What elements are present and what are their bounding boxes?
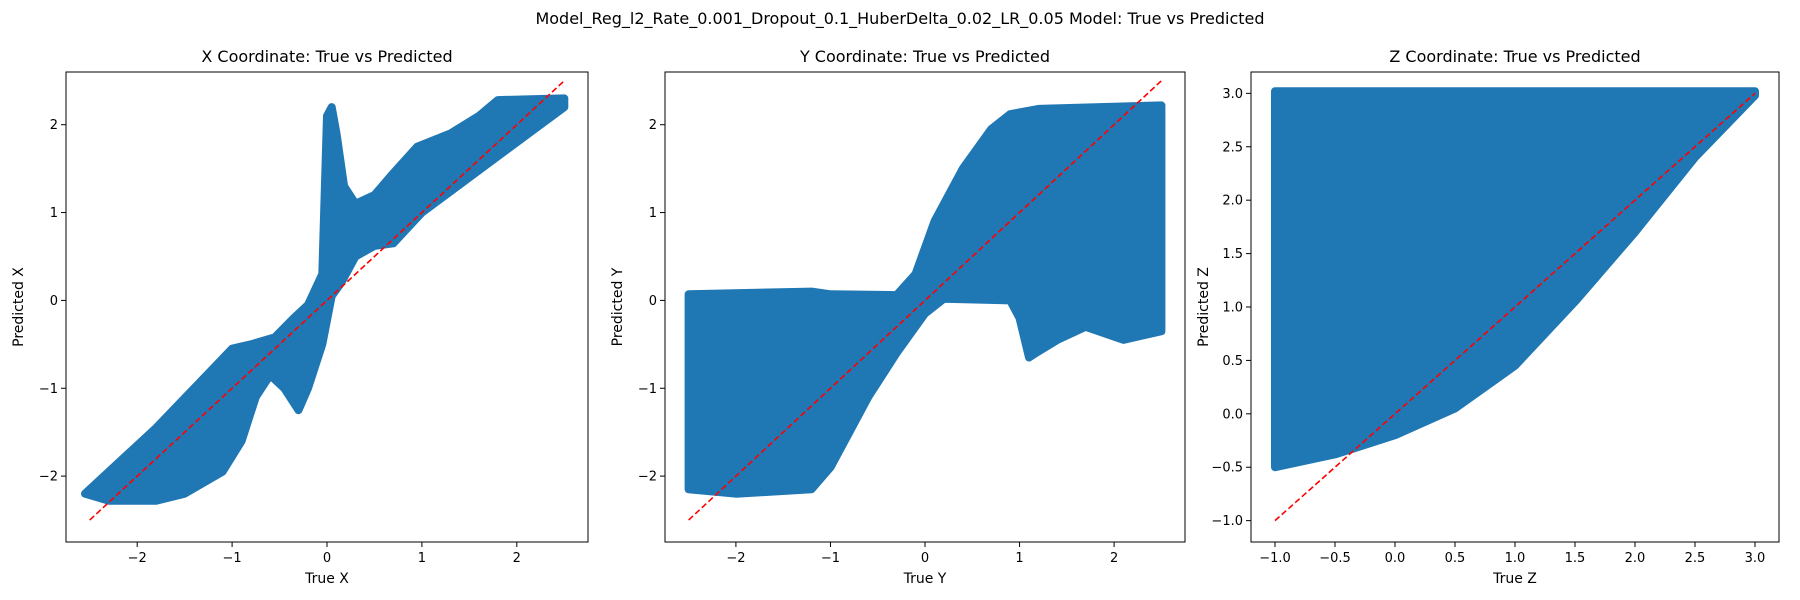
y-tick-label: −1 xyxy=(39,382,58,397)
scatter-points-series-1 xyxy=(1271,87,1759,472)
reference-line xyxy=(1274,92,1756,522)
y-tick-label: 1.0 xyxy=(1222,301,1243,316)
subplot-title: X Coordinate: True vs Predicted xyxy=(201,47,452,66)
y-tick-label: 2 xyxy=(649,118,657,133)
x-tick-label: 0.0 xyxy=(1385,551,1406,566)
subplot-2: −2 −1 0 1 2 −2 −1 0 1 2 Y Coordinate: True vs Pred… xyxy=(610,47,1186,587)
subplot-1: −2 −1 0 1 2 −2 −1 0 1 2 X Coordinate: True vs Pred… xyxy=(11,47,589,587)
x-axis-label: True Y xyxy=(903,571,947,587)
y-tick-label: 1.5 xyxy=(1222,247,1243,262)
y-tick-label: −2 xyxy=(638,470,657,485)
y-tick-label: 2.5 xyxy=(1222,140,1243,155)
y-tick-label: −1 xyxy=(638,382,657,397)
scatter-points-series-1 xyxy=(684,101,1166,498)
y-tick-label: 0.0 xyxy=(1222,407,1243,422)
x-tick-label: 1.5 xyxy=(1565,551,1586,566)
y-tick-label: 3.0 xyxy=(1222,87,1243,102)
y-tick-label: 1 xyxy=(649,206,657,221)
x-tick-label: 0.5 xyxy=(1445,551,1466,566)
x-tick-label: −1.0 xyxy=(1259,551,1291,566)
x-tick-label: −0.5 xyxy=(1319,551,1351,566)
y-tick-label: 0 xyxy=(50,294,58,309)
x-tick-label: 0 xyxy=(323,551,331,566)
y-tick-label: −2 xyxy=(39,470,58,485)
x-tick-label: 2 xyxy=(513,551,521,566)
x-tick-label: 1 xyxy=(1015,551,1023,566)
y-axis-label: Predicted Z xyxy=(1196,267,1212,347)
x-tick-label: 3.0 xyxy=(1745,551,1766,566)
x-tick-label: −2 xyxy=(726,551,745,566)
x-tick-label: 1.0 xyxy=(1505,551,1526,566)
subplot-title: Z Coordinate: True vs Predicted xyxy=(1389,47,1640,66)
y-tick-label: −0.5 xyxy=(1211,461,1243,476)
x-axis-label: True Z xyxy=(1492,571,1537,587)
y-axis-label: Predicted Y xyxy=(610,267,626,346)
x-tick-label: 2 xyxy=(1110,551,1118,566)
subplot-3: −1.0 −0.5 0.0 0.5 1.0 1.5 2.0 2.5 3.0 −1.0 −0.5 0.0… xyxy=(1196,47,1780,587)
x-tick-label: 0 xyxy=(921,551,929,566)
x-tick-label: 1 xyxy=(418,551,426,566)
y-tick-label: 2.0 xyxy=(1222,194,1243,209)
subplots: −2 −1 0 1 2 −2 −1 0 1 2 X Coordinate: True vs Pred… xyxy=(11,47,1780,587)
x-tick-label: 2.5 xyxy=(1685,551,1706,566)
x-tick-label: 2.0 xyxy=(1625,551,1646,566)
x-axis-label: True X xyxy=(304,571,349,587)
y-tick-label: 1 xyxy=(50,206,58,221)
x-tick-label: −2 xyxy=(128,551,147,566)
scatter-points-series-1 xyxy=(81,94,569,505)
y-tick-label: 0.5 xyxy=(1222,354,1243,369)
x-tick-label: −1 xyxy=(223,551,242,566)
y-tick-label: −1.0 xyxy=(1211,514,1243,529)
x-tick-label: −1 xyxy=(821,551,840,566)
y-tick-label: 2 xyxy=(50,118,58,133)
subplot-title: Y Coordinate: True vs Predicted xyxy=(799,47,1050,66)
figure-suptitle: Model_Reg_l2_Rate_0.001_Dropout_0.1_Hube… xyxy=(535,9,1265,28)
y-axis-label: Predicted X xyxy=(11,267,27,347)
y-tick-label: 0 xyxy=(649,294,657,309)
